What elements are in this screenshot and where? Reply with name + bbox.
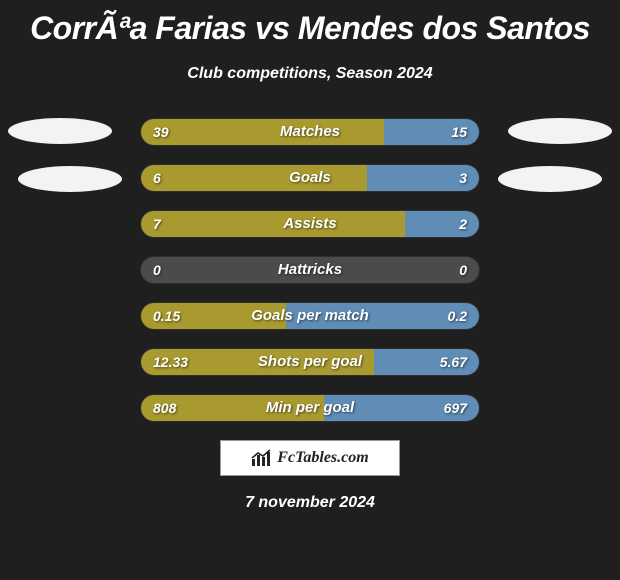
bars-wrapper: 3915Matches 63Goals 72Assists 00Hattricks 0.… [140,118,480,422]
date-text: 7 november 2024 [0,494,620,512]
stat-row: 63Goals [140,164,480,192]
stat-label: Hattricks [141,257,479,283]
infographic-container: CorrÃªa Farias vs Mendes dos Santos Club… [0,0,620,580]
stat-row: 72Assists [140,210,480,238]
player-left-oval-1 [8,118,112,144]
stat-row: 00Hattricks [140,256,480,284]
stat-row: 808697Min per goal [140,394,480,422]
stat-label: Goals per match [141,303,479,329]
player-left-oval-2 [18,166,122,192]
stat-label: Min per goal [141,395,479,421]
stat-row: 3915Matches [140,118,480,146]
stat-label: Assists [141,211,479,237]
player-right-oval-1 [508,118,612,144]
watermark-badge: FcTables.com [220,440,400,476]
stat-label: Shots per goal [141,349,479,375]
stat-label: Goals [141,165,479,191]
stat-row: 0.150.2Goals per match [140,302,480,330]
page-title: CorrÃªa Farias vs Mendes dos Santos [0,0,620,47]
player-right-oval-2 [498,166,602,192]
comparison-chart: 3915Matches 63Goals 72Assists 00Hattricks 0.… [0,118,620,422]
stat-row: 12.335.67Shots per goal [140,348,480,376]
stat-label: Matches [141,119,479,145]
chart-icon [251,449,273,467]
subtitle: Club competitions, Season 2024 [0,65,620,83]
watermark-text: FcTables.com [277,449,368,467]
